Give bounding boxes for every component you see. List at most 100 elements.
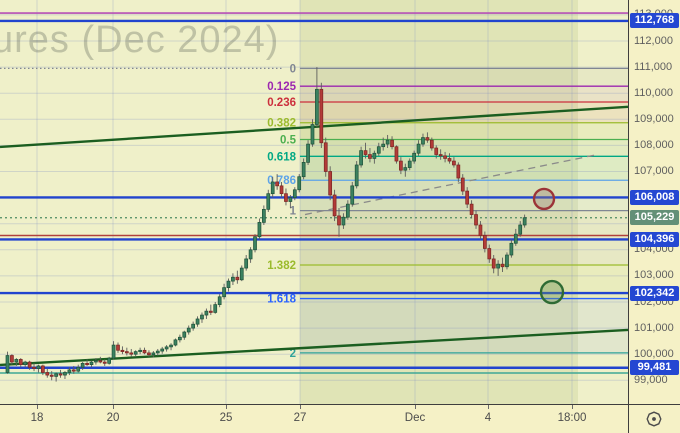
price-line-badge[interactable]: 112,768: [630, 13, 679, 29]
fib-level-label: 1.382: [267, 260, 296, 272]
price-line-badge[interactable]: 99,481: [630, 360, 679, 376]
candle: [32, 366, 36, 369]
candle: [443, 155, 447, 159]
fib-band: [300, 210, 628, 265]
price-tick-label: 101,000: [634, 321, 674, 334]
candle: [98, 360, 103, 363]
channel-trendline[interactable]: [0, 328, 628, 367]
price-tick-label: 110,000: [634, 86, 673, 99]
price-scale-settings-icon[interactable]: [643, 408, 665, 430]
candle: [67, 369, 72, 373]
candle: [217, 296, 222, 305]
price-tick-label: 109,000: [634, 112, 674, 125]
candle: [63, 372, 67, 376]
candle: [416, 143, 421, 154]
candle: [363, 150, 368, 155]
chart-canvas[interactable]: 00.1250.2360.3820.50.6180.78611.3821.618…: [0, 0, 628, 404]
price-tick-label: 99,000: [634, 373, 668, 386]
fib-band: [300, 122, 628, 140]
candle: [41, 365, 45, 373]
time-tick-label: 18: [30, 412, 44, 424]
candle: [169, 344, 173, 348]
axis-corner: [629, 405, 680, 433]
last-price-badge[interactable]: 105,229: [630, 210, 679, 226]
circle-drawing[interactable]: [532, 187, 556, 211]
time-tick-label: 20: [106, 412, 120, 424]
candle: [425, 137, 430, 141]
price-line-badge[interactable]: 106,008: [630, 189, 679, 205]
candle: [421, 137, 425, 145]
price-tick-label: 103,000: [634, 269, 674, 282]
candle: [310, 124, 315, 145]
price-tick-label: 107,000: [634, 165, 674, 177]
price-line-badge[interactable]: 102,342: [630, 285, 679, 301]
candle: [133, 351, 138, 355]
candle: [231, 276, 235, 282]
fib-level-label: 0.382: [267, 118, 296, 130]
fib-level-label: 1.618: [267, 294, 296, 306]
price-tick-label: 108,000: [634, 138, 674, 151]
candle: [27, 361, 32, 368]
candle: [94, 360, 98, 363]
candle: [513, 233, 518, 244]
chart-pane[interactable]: 0 0.125 0.236 0.382 0.5 0.618 0.786 1 1.382 1.618…: [0, 0, 628, 404]
axis-horizontal-separator: [0, 404, 680, 405]
candle: [337, 215, 341, 226]
price-line-badge[interactable]: 104,396: [630, 231, 679, 247]
candle: [381, 143, 386, 148]
candle: [138, 349, 142, 352]
candle: [107, 357, 112, 364]
candle: [279, 185, 284, 195]
fib-band: [300, 139, 628, 157]
candle: [465, 190, 470, 205]
candle: [191, 323, 195, 329]
time-tick-mark: [488, 405, 489, 409]
time-tick-mark: [226, 405, 227, 409]
candle: [222, 287, 226, 298]
candle: [164, 346, 169, 350]
candle: [120, 349, 125, 352]
price-axis[interactable]: 113,000112,000111,000110,000109,000108,0…: [629, 0, 680, 404]
candle: [49, 374, 54, 377]
candle: [345, 203, 350, 218]
circle-drawing[interactable]: [539, 279, 565, 305]
candle: [142, 349, 147, 354]
candle: [23, 361, 28, 365]
candle: [45, 372, 50, 376]
candle: [89, 361, 94, 365]
candle: [518, 224, 523, 235]
time-tick-mark: [572, 405, 573, 409]
candle: [403, 167, 408, 171]
candle: [372, 152, 377, 159]
candle: [102, 361, 107, 364]
candle: [478, 224, 483, 236]
candle: [452, 160, 456, 166]
candle: [323, 142, 328, 172]
candle: [491, 258, 496, 269]
candle: [85, 362, 89, 365]
candle: [155, 350, 160, 354]
candle: [226, 280, 231, 288]
candle: [368, 154, 372, 159]
candle: [275, 181, 279, 187]
candle: [124, 351, 129, 354]
candle: [239, 267, 244, 281]
candle: [390, 139, 394, 148]
candle: [182, 331, 187, 338]
time-axis[interactable]: 18 20 25 27 Dec 4 18:00: [0, 405, 628, 433]
candle: [5, 355, 10, 373]
candle: [434, 147, 439, 155]
candle: [306, 143, 310, 163]
candle: [36, 365, 41, 369]
candle: [270, 181, 275, 195]
candle: [173, 339, 178, 346]
candle: [474, 214, 478, 226]
candle: [204, 310, 209, 316]
dashed-trendline[interactable]: [304, 154, 596, 216]
candle: [111, 344, 116, 359]
candle: [195, 318, 200, 325]
fib-level-label: 0.5: [280, 135, 297, 147]
candle: [248, 249, 253, 260]
candle: [58, 373, 63, 376]
